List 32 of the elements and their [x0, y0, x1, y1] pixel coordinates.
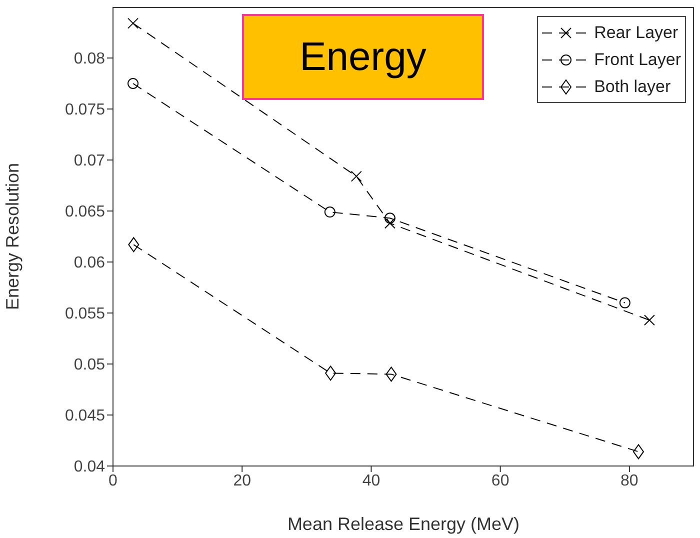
point [386, 366, 397, 382]
point [632, 444, 644, 460]
y-tick-label: 0.06 [74, 254, 106, 272]
y-tick-label: 0.04 [74, 458, 106, 476]
y-tick-label: 0.045 [64, 408, 106, 425]
point [128, 18, 139, 29]
point [619, 297, 630, 308]
x-tick-label: 20 [233, 472, 252, 490]
y-axis-title: Energy Resolution [2, 162, 22, 310]
legend-label: Front Layer [594, 50, 681, 70]
point [128, 237, 140, 252]
text: Energy [242, 14, 484, 100]
point [325, 366, 336, 381]
point [384, 212, 396, 224]
legend-label: Both layer [594, 76, 671, 96]
legend-label: Rear Layer [594, 22, 678, 42]
point [644, 314, 655, 326]
x-tick-label: 0 [108, 472, 118, 490]
y-tick-label: 0.07 [74, 152, 106, 170]
point [384, 218, 396, 229]
point [324, 206, 336, 218]
x-tick-label: 40 [362, 472, 380, 490]
y-tick-label: 0.08 [74, 50, 106, 68]
x-tick-label: 60 [491, 472, 510, 490]
point [128, 78, 139, 89]
point [350, 170, 362, 182]
x-tick-label: 80 [620, 472, 638, 490]
y-tick-label: 0.055 [64, 306, 106, 323]
y-tick-label: 0.05 [74, 356, 106, 374]
y-tick-label: 0.075 [64, 102, 106, 119]
x-axis-title: Mean Release Energy (MeV) [287, 514, 520, 534]
y-tick-label: 0.065 [64, 204, 106, 221]
